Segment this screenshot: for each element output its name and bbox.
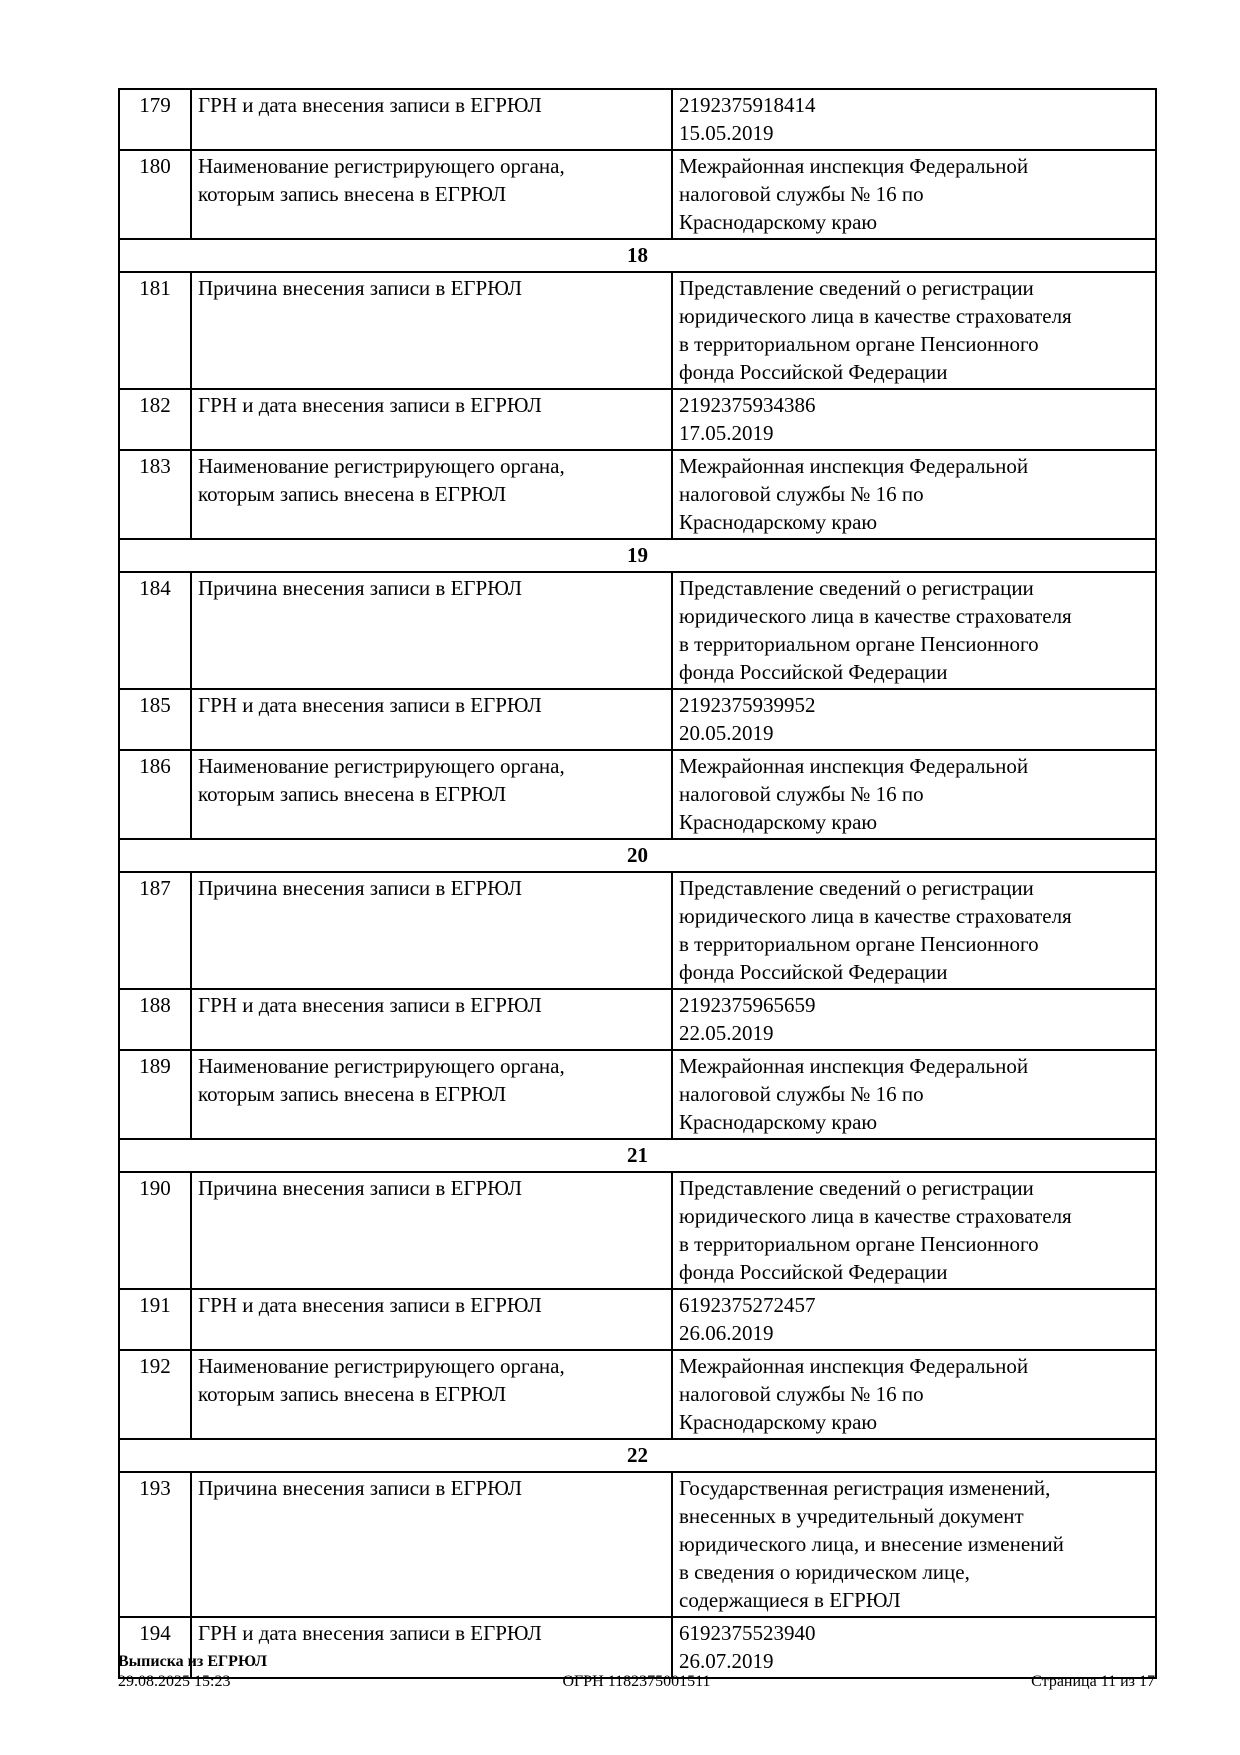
table-row: 185 ГРН и дата внесения записи в ЕГРЮЛ 219… [118, 688, 1157, 751]
section-row: 18 [118, 238, 1157, 273]
row-field-label: ГРН и дата внесения записи в ЕГРЮЛ [190, 1616, 673, 1679]
section-number: 20 [118, 838, 1157, 873]
row-number: 192 [118, 1349, 192, 1440]
table-row: 190 Причина внесения записи в ЕГРЮЛ Предст… [118, 1171, 1157, 1290]
row-field-value: Представление сведений о регистрации юри… [671, 1171, 1157, 1290]
section-row: 21 [118, 1138, 1157, 1173]
row-number: 181 [118, 271, 192, 390]
row-number: 182 [118, 388, 192, 451]
row-field-label: ГРН и дата внесения записи в ЕГРЮЛ [190, 688, 673, 751]
row-field-value: Межрайонная инспекция Федеральной налого… [671, 1049, 1157, 1140]
row-field-value: Межрайонная инспекция Федеральной налого… [671, 449, 1157, 540]
row-number: 188 [118, 988, 192, 1051]
footer-datetime: 29.08.2025 15:23 [118, 1673, 231, 1690]
row-number: 189 [118, 1049, 192, 1140]
row-field-label: Причина внесения записи в ЕГРЮЛ [190, 571, 673, 690]
row-number: 190 [118, 1171, 192, 1290]
row-field-label: Причина внесения записи в ЕГРЮЛ [190, 871, 673, 990]
row-number: 191 [118, 1288, 192, 1351]
section-row: 22 [118, 1438, 1157, 1473]
footer-page-number: Страница 11 из 17 [1031, 1673, 1155, 1690]
row-number: 184 [118, 571, 192, 690]
row-field-value: 2192375965659 22.05.2019 [671, 988, 1157, 1051]
egrul-table-body: 179 ГРН и дата внесения записи в ЕГРЮЛ 219… [118, 88, 1157, 1679]
row-field-label: Наименование регистрирующего органа, кот… [190, 449, 673, 540]
row-field-label: Наименование регистрирующего органа, кот… [190, 149, 673, 240]
table-row: 187 Причина внесения записи в ЕГРЮЛ Предст… [118, 871, 1157, 990]
footer-doc-title: Выписка из ЕГРЮЛ [118, 1653, 268, 1670]
table-row: 186 Наименование регистрирующего органа, … [118, 749, 1157, 840]
table-row: 192 Наименование регистрирующего органа, … [118, 1349, 1157, 1440]
page-footer: Выписка из ЕГРЮЛ 29.08.2025 15:23 ОГРН 1… [118, 1652, 1155, 1692]
table-row: 179 ГРН и дата внесения записи в ЕГРЮЛ 219… [118, 88, 1157, 151]
row-field-label: ГРН и дата внесения записи в ЕГРЮЛ [190, 1288, 673, 1351]
footer-meta-row: 29.08.2025 15:23 ОГРН 1182375001511 Стра… [118, 1672, 1155, 1692]
row-field-label: Причина внесения записи в ЕГРЮЛ [190, 271, 673, 390]
row-number: 186 [118, 749, 192, 840]
table-row: 181 Причина внесения записи в ЕГРЮЛ Предст… [118, 271, 1157, 390]
row-field-value: Представление сведений о регистрации юри… [671, 271, 1157, 390]
row-field-label: Наименование регистрирующего органа, кот… [190, 1349, 673, 1440]
egrul-records-table: 179 ГРН и дата внесения записи в ЕГРЮЛ 219… [118, 88, 1157, 1679]
section-number: 19 [118, 538, 1157, 573]
table-row: 188 ГРН и дата внесения записи в ЕГРЮЛ 219… [118, 988, 1157, 1051]
row-field-value: 2192375918414 15.05.2019 [671, 88, 1157, 151]
row-field-value: Межрайонная инспекция Федеральной налого… [671, 149, 1157, 240]
table-row: 182 ГРН и дата внесения записи в ЕГРЮЛ 219… [118, 388, 1157, 451]
row-field-value: 2192375939952 20.05.2019 [671, 688, 1157, 751]
row-number: 185 [118, 688, 192, 751]
footer-ogrn: ОГРН 1182375001511 [562, 1673, 711, 1690]
row-field-value: Государственная регистрация изменений, в… [671, 1471, 1157, 1618]
table-row: 193 Причина внесения записи в ЕГРЮЛ Госуда… [118, 1471, 1157, 1618]
section-row: 19 [118, 538, 1157, 573]
table-row: 189 Наименование регистрирующего органа, … [118, 1049, 1157, 1140]
table-row: 194 ГРН и дата внесения записи в ЕГРЮЛ 619… [118, 1616, 1157, 1679]
row-field-label: Причина внесения записи в ЕГРЮЛ [190, 1471, 673, 1618]
row-field-value: 2192375934386 17.05.2019 [671, 388, 1157, 451]
row-field-label: Наименование регистрирующего органа, кот… [190, 1049, 673, 1140]
section-number: 22 [118, 1438, 1157, 1473]
row-field-value: 6192375272457 26.06.2019 [671, 1288, 1157, 1351]
row-number: 183 [118, 449, 192, 540]
table-row: 183 Наименование регистрирующего органа, … [118, 449, 1157, 540]
row-field-value: Представление сведений о регистрации юри… [671, 571, 1157, 690]
row-field-label: ГРН и дата внесения записи в ЕГРЮЛ [190, 988, 673, 1051]
row-number: 193 [118, 1471, 192, 1618]
row-number: 179 [118, 88, 192, 151]
row-number: 194 [118, 1616, 192, 1679]
row-field-label: Наименование регистрирующего органа, кот… [190, 749, 673, 840]
row-field-label: ГРН и дата внесения записи в ЕГРЮЛ [190, 388, 673, 451]
row-field-label: Причина внесения записи в ЕГРЮЛ [190, 1171, 673, 1290]
row-field-value: 6192375523940 26.07.2019 [671, 1616, 1157, 1679]
row-field-value: Межрайонная инспекция Федеральной налого… [671, 749, 1157, 840]
row-field-value: Представление сведений о регистрации юри… [671, 871, 1157, 990]
table-row: 191 ГРН и дата внесения записи в ЕГРЮЛ 619… [118, 1288, 1157, 1351]
table-row: 180 Наименование регистрирующего органа, … [118, 149, 1157, 240]
section-row: 20 [118, 838, 1157, 873]
section-number: 18 [118, 238, 1157, 273]
row-field-value: Межрайонная инспекция Федеральной налого… [671, 1349, 1157, 1440]
row-field-label: ГРН и дата внесения записи в ЕГРЮЛ [190, 88, 673, 151]
section-number: 21 [118, 1138, 1157, 1173]
row-number: 180 [118, 149, 192, 240]
table-row: 184 Причина внесения записи в ЕГРЮЛ Предст… [118, 571, 1157, 690]
row-number: 187 [118, 871, 192, 990]
